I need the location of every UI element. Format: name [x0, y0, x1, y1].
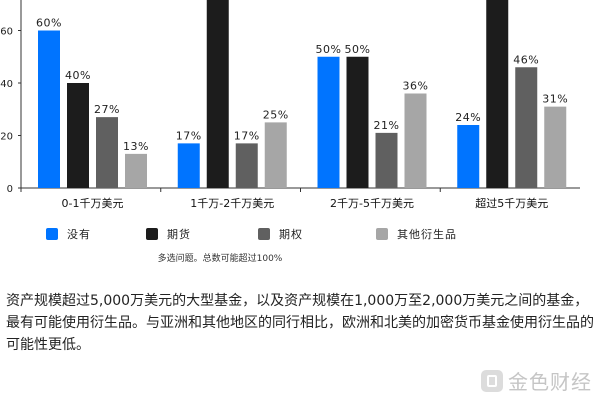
- bar: [67, 83, 89, 188]
- bar-value-label: 25%: [263, 108, 289, 121]
- y-tick-label: 60: [0, 27, 13, 38]
- bar: [125, 153, 147, 188]
- bar: [317, 56, 340, 188]
- bar-chart: 020406060%40%27%13%0-1千万美元17%75%17%25%1千…: [0, 0, 580, 210]
- bar: [515, 67, 538, 188]
- x-category-label: 0-1千万美元: [62, 197, 124, 210]
- legend-swatch-other: [376, 228, 388, 240]
- bar: [177, 143, 200, 188]
- bar-value-label: 24%: [455, 111, 481, 124]
- legend-swatch-none: [46, 228, 58, 240]
- bar: [38, 30, 60, 188]
- legend-label-other: 其他衍生品: [397, 228, 457, 241]
- bar: [206, 0, 229, 188]
- x-category-label: 2千万-5千万美元: [330, 197, 414, 210]
- legend-swatch-futures: [146, 228, 158, 240]
- bar: [404, 93, 427, 188]
- bar-value-label: 46%: [513, 53, 539, 66]
- y-tick-label: 40: [0, 79, 13, 90]
- bar: [375, 132, 398, 188]
- legend-item-other: 其他衍生品: [376, 227, 457, 241]
- bar: [96, 117, 118, 188]
- bar-value-label: 40%: [65, 69, 91, 82]
- x-category-label: 1千万-2千万美元: [190, 197, 274, 210]
- bar: [457, 125, 480, 188]
- bar: [346, 56, 369, 188]
- golden-finance-logo-icon: [481, 369, 503, 392]
- bar-value-label: 17%: [234, 129, 260, 142]
- bar-value-label: 50%: [316, 43, 342, 56]
- watermark-text: 金色财经: [508, 370, 592, 394]
- bar-value-label: 31%: [542, 93, 568, 106]
- bar-value-label: 60%: [36, 17, 62, 30]
- bar: [235, 143, 258, 188]
- article-paragraph: 资产规模超过5,000万美元的大型基金，以及资产规模在1,000万至2,000万…: [6, 293, 594, 353]
- bar-value-label: 36%: [403, 80, 429, 93]
- legend-swatch-options: [258, 228, 270, 240]
- legend-item-none: 没有: [46, 227, 91, 241]
- bar: [486, 0, 509, 188]
- bar-value-label: 21%: [374, 119, 400, 132]
- y-tick-label: 0: [7, 184, 13, 195]
- bar-value-label: 27%: [94, 103, 120, 116]
- legend-item-options: 期权: [258, 227, 303, 241]
- x-category-label: 超过5千万美元: [475, 196, 548, 210]
- legend-item-futures: 期货: [146, 227, 191, 241]
- legend-label-none: 没有: [67, 228, 91, 241]
- legend-label-options: 期权: [279, 228, 303, 241]
- watermark: 金色财经: [481, 366, 592, 395]
- bar-value-label: 17%: [176, 129, 202, 142]
- bar: [264, 122, 287, 188]
- bar-value-label: 50%: [345, 43, 371, 56]
- bar-value-label: 13%: [123, 140, 149, 153]
- bar: [544, 106, 567, 188]
- y-tick-label: 20: [0, 132, 13, 143]
- chart-note: 多选问题。总数可能超过100%: [157, 254, 283, 264]
- legend-label-futures: 期货: [167, 228, 191, 241]
